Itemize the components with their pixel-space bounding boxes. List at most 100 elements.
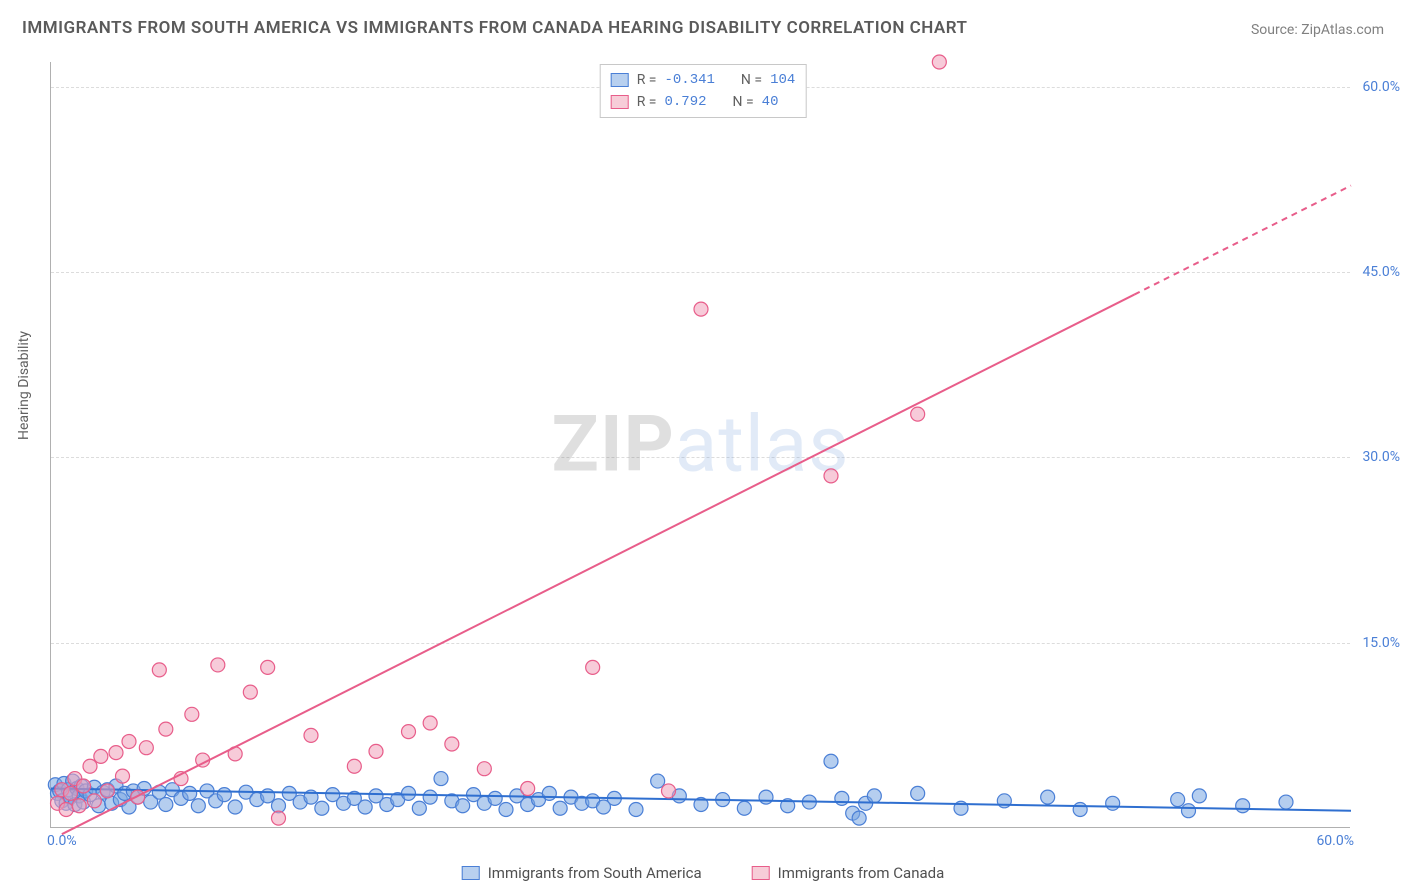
data-point[interactable] <box>553 801 567 815</box>
data-point[interactable] <box>629 802 643 816</box>
data-point[interactable] <box>759 790 773 804</box>
data-point[interactable] <box>152 663 166 677</box>
y-tick-label: 30.0% <box>1356 449 1400 465</box>
legend-swatch-blue <box>462 866 480 880</box>
data-point[interactable] <box>867 789 881 803</box>
y-axis-label: Hearing Disability <box>16 331 32 440</box>
trend-line-extrapolated <box>1134 186 1351 295</box>
data-point[interactable] <box>72 799 86 813</box>
data-point[interactable] <box>1192 789 1206 803</box>
data-point[interactable] <box>456 799 470 813</box>
data-point[interactable] <box>261 660 275 674</box>
n-value: 104 <box>770 69 795 91</box>
data-point[interactable] <box>1041 790 1055 804</box>
data-point[interactable] <box>228 800 242 814</box>
plot-area: 15.0%30.0%45.0%60.0% ZIPatlas 0.0% 60.0% <box>50 62 1350 828</box>
data-point[interactable] <box>109 746 123 760</box>
data-point[interactable] <box>122 735 136 749</box>
data-point[interactable] <box>911 407 925 421</box>
data-point[interactable] <box>737 801 751 815</box>
legend-swatch-blue <box>611 73 629 87</box>
data-point[interactable] <box>116 769 130 783</box>
data-point[interactable] <box>1106 796 1120 810</box>
data-point[interactable] <box>77 779 91 793</box>
data-point[interactable] <box>824 469 838 483</box>
legend-item: Immigrants from South America <box>462 864 702 882</box>
data-point[interactable] <box>1279 795 1293 809</box>
data-point[interactable] <box>423 716 437 730</box>
data-point[interactable] <box>1171 793 1185 807</box>
y-tick-label: 60.0% <box>1356 79 1400 95</box>
data-point[interactable] <box>59 802 73 816</box>
r-value: 0.792 <box>665 91 707 113</box>
legend-row: R = -0.341 N = 104 <box>611 69 796 91</box>
data-point[interactable] <box>445 737 459 751</box>
data-point[interactable] <box>488 791 502 805</box>
data-point[interactable] <box>402 725 416 739</box>
data-point[interactable] <box>1182 804 1196 818</box>
data-point[interactable] <box>932 55 946 69</box>
scatter-svg <box>51 62 1350 827</box>
data-point[interactable] <box>542 786 556 800</box>
x-tick-min: 0.0% <box>47 833 77 849</box>
data-point[interactable] <box>100 784 114 798</box>
r-value: -0.341 <box>665 69 715 91</box>
data-point[interactable] <box>185 707 199 721</box>
legend-row: R = 0.792 N = 40 <box>611 91 796 113</box>
data-point[interactable] <box>243 685 257 699</box>
series-legend: Immigrants from South America Immigrants… <box>462 864 945 882</box>
y-tick-label: 45.0% <box>1356 264 1400 280</box>
data-point[interactable] <box>304 728 318 742</box>
data-point[interactable] <box>83 759 97 773</box>
r-label: R = <box>637 69 657 91</box>
legend-swatch-pink <box>752 866 770 880</box>
n-label: N = <box>741 69 762 91</box>
data-point[interactable] <box>651 774 665 788</box>
n-label: N = <box>733 91 754 113</box>
data-point[interactable] <box>211 658 225 672</box>
data-point[interactable] <box>87 794 101 808</box>
data-point[interactable] <box>423 790 437 804</box>
source-attribution: Source: ZipAtlas.com <box>1251 22 1384 38</box>
legend-label: Immigrants from South America <box>488 864 702 882</box>
legend-label: Immigrants from Canada <box>778 864 945 882</box>
chart-title: IMMIGRANTS FROM SOUTH AMERICA VS IMMIGRA… <box>22 18 967 38</box>
legend-swatch-pink <box>611 95 629 109</box>
data-point[interactable] <box>911 786 925 800</box>
data-point[interactable] <box>521 781 535 795</box>
data-point[interactable] <box>159 722 173 736</box>
r-label: R = <box>637 91 657 113</box>
data-point[interactable] <box>1236 799 1250 813</box>
data-point[interactable] <box>694 302 708 316</box>
n-value: 40 <box>762 91 779 113</box>
y-tick-label: 15.0% <box>1356 635 1400 651</box>
trend-line <box>62 295 1135 835</box>
data-point[interactable] <box>139 741 153 755</box>
data-point[interactable] <box>261 789 275 803</box>
data-point[interactable] <box>434 772 448 786</box>
data-point[interactable] <box>315 801 329 815</box>
data-point[interactable] <box>272 811 286 825</box>
x-tick-max: 60.0% <box>1316 833 1354 849</box>
data-point[interactable] <box>412 801 426 815</box>
data-point[interactable] <box>835 791 849 805</box>
data-point[interactable] <box>477 762 491 776</box>
data-point[interactable] <box>662 784 676 798</box>
data-point[interactable] <box>347 759 361 773</box>
data-point[interactable] <box>852 811 866 825</box>
data-point[interactable] <box>499 802 513 816</box>
data-point[interactable] <box>183 786 197 800</box>
legend-item: Immigrants from Canada <box>752 864 945 882</box>
data-point[interactable] <box>159 798 173 812</box>
data-point[interactable] <box>64 786 78 800</box>
data-point[interactable] <box>586 660 600 674</box>
data-point[interactable] <box>1073 802 1087 816</box>
data-point[interactable] <box>217 788 231 802</box>
data-point[interactable] <box>94 749 108 763</box>
correlation-legend: R = -0.341 N = 104 R = 0.792 N = 40 <box>600 64 807 118</box>
data-point[interactable] <box>824 754 838 768</box>
data-point[interactable] <box>358 800 372 814</box>
data-point[interactable] <box>402 786 416 800</box>
data-point[interactable] <box>369 744 383 758</box>
data-point[interactable] <box>191 799 205 813</box>
